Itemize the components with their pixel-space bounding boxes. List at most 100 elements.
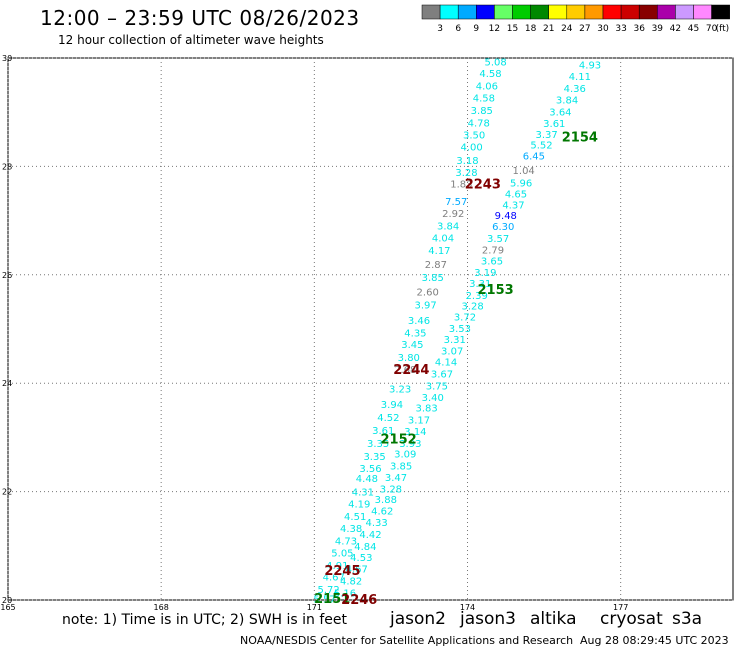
swh-value-label: 3.94	[381, 400, 403, 411]
legend-label: 33	[615, 24, 626, 34]
swh-value-label: 4.14	[435, 358, 457, 369]
swh-value-label: 4.11	[569, 72, 591, 83]
footer-timestamp: Aug 28 08:29:45 UTC 2023	[580, 634, 729, 647]
swh-value-label: 4.67	[346, 565, 368, 576]
sat-jason2: jason2	[390, 609, 446, 629]
swh-value-label: 3.97	[415, 301, 437, 312]
pass-time-label: 2245	[324, 564, 360, 579]
swh-value-label: 9.48	[495, 211, 517, 222]
swh-value-label: 5.16	[334, 588, 356, 599]
swh-value-label: 3.84	[556, 96, 578, 107]
legend-swatch	[584, 4, 604, 20]
swh-value-label: 4.42	[359, 530, 381, 541]
swh-value-label: 5.08	[484, 57, 506, 68]
pass-time-label: 2153	[477, 283, 513, 298]
sat-s3a: s3a	[672, 609, 703, 629]
legend-label: 30	[597, 24, 609, 34]
swh-value-label: 5.57	[313, 594, 335, 605]
swh-value-label: 3.88	[375, 495, 397, 506]
swh-value-label: 3.23	[389, 385, 411, 396]
lat-tick-label: 22	[2, 488, 12, 497]
swh-value-label: 3.93	[399, 439, 421, 450]
swh-value-label: 2.60	[417, 288, 439, 299]
swh-value-label: 2.39	[466, 291, 488, 302]
legend-label: 24	[561, 24, 573, 34]
lon-tick-label: 177	[613, 603, 628, 612]
legend-label: 6	[455, 24, 461, 34]
swh-value-label: 3.18	[456, 156, 478, 167]
legend-swatch	[548, 4, 568, 20]
legend-swatch	[693, 4, 712, 20]
pass-time-label: 2246	[341, 593, 377, 608]
swh-value-label: 3.40	[422, 393, 444, 404]
swh-value-label: 3.37	[536, 130, 558, 141]
page-subtitle: 12 hour collection of altimeter wave hei…	[58, 33, 324, 47]
swh-value-label: 4.82	[340, 576, 362, 587]
lat-tick-label: 24	[2, 379, 12, 388]
swh-value-label: 3.46	[408, 316, 430, 327]
swh-value-label: 2.68	[394, 365, 416, 376]
swh-value-label: 6.30	[492, 222, 514, 233]
swh-value-label: 3.35	[367, 439, 389, 450]
lat-tick-label: 28	[2, 162, 12, 171]
swh-value-label: 4.31	[352, 488, 374, 499]
footer-note: note: 1) Time is in UTC; 2) SWH is in fe…	[62, 612, 348, 628]
legend-label: 9	[473, 24, 479, 34]
swh-value-label: 3.80	[398, 353, 420, 364]
swh-value-label: 3.61	[372, 426, 394, 437]
swh-value-label: 5.96	[510, 179, 532, 190]
legend-swatch	[439, 4, 459, 20]
legend-swatch	[494, 4, 513, 20]
swh-value-label: 4.84	[354, 542, 376, 553]
swh-value-label: 3.57	[487, 234, 509, 245]
swh-value-label: 3.09	[394, 450, 416, 461]
legend-swatch	[620, 4, 640, 20]
legend-swatch	[638, 4, 658, 20]
legend-label: 27	[579, 24, 590, 34]
swh-value-label: 4.67	[323, 573, 345, 584]
swh-value-label: 3.07	[441, 347, 463, 358]
legend-swatch	[566, 4, 586, 20]
swh-value-label: 3.56	[359, 464, 381, 475]
swh-value-label: 4.58	[473, 94, 495, 105]
legend-swatch	[457, 4, 477, 20]
swh-value-label: 4.06	[476, 82, 498, 93]
lon-tick-label: 168	[154, 603, 169, 612]
legend-label: 36	[633, 24, 645, 34]
swh-value-label: 4.48	[356, 474, 378, 485]
legend-label: 42	[670, 24, 681, 34]
pass-time-label: 2152	[380, 432, 416, 447]
lon-tick-label: 171	[307, 603, 322, 612]
swh-value-label: 3.61	[543, 119, 565, 130]
swh-value-label: 3.53	[449, 324, 471, 335]
swh-value-label: 6.45	[523, 152, 545, 163]
legend-swatch	[657, 4, 676, 20]
swh-value-label: 3.83	[416, 404, 438, 415]
sat-jason3: jason3	[460, 609, 516, 629]
legend-label: 18	[525, 24, 537, 34]
swh-value-label: 1.83	[450, 180, 472, 191]
swh-value-label: 3.65	[481, 257, 503, 268]
swh-value-label: 2.87	[425, 260, 447, 271]
swh-value-label: 4.65	[505, 190, 527, 201]
legend-label: 39	[652, 24, 664, 34]
swh-value-label: 4.00	[460, 142, 482, 153]
swh-value-label: 3.35	[363, 452, 385, 463]
swh-value-label: 3.85	[422, 273, 444, 284]
swh-value-label: 3.31	[444, 335, 466, 346]
swh-value-label: 4.19	[348, 500, 370, 511]
legend-label: 21	[543, 24, 554, 34]
pass-time-label: 2151	[314, 592, 350, 607]
swh-value-label: 3.85	[471, 106, 493, 117]
sat-altika: altika	[530, 609, 577, 629]
swh-value-label: 3.28	[380, 484, 402, 495]
swh-value-label: 4.53	[350, 553, 372, 564]
lat-tick-label: 30	[2, 54, 12, 63]
swh-value-label: 3.45	[401, 340, 423, 351]
swh-value-label: 3.19	[474, 268, 496, 279]
swh-value-label: 4.51	[344, 512, 366, 523]
swh-value-label: 7.57	[445, 197, 467, 208]
swh-value-label: 4.91	[326, 561, 348, 572]
lat-tick-label: 26	[2, 271, 12, 280]
